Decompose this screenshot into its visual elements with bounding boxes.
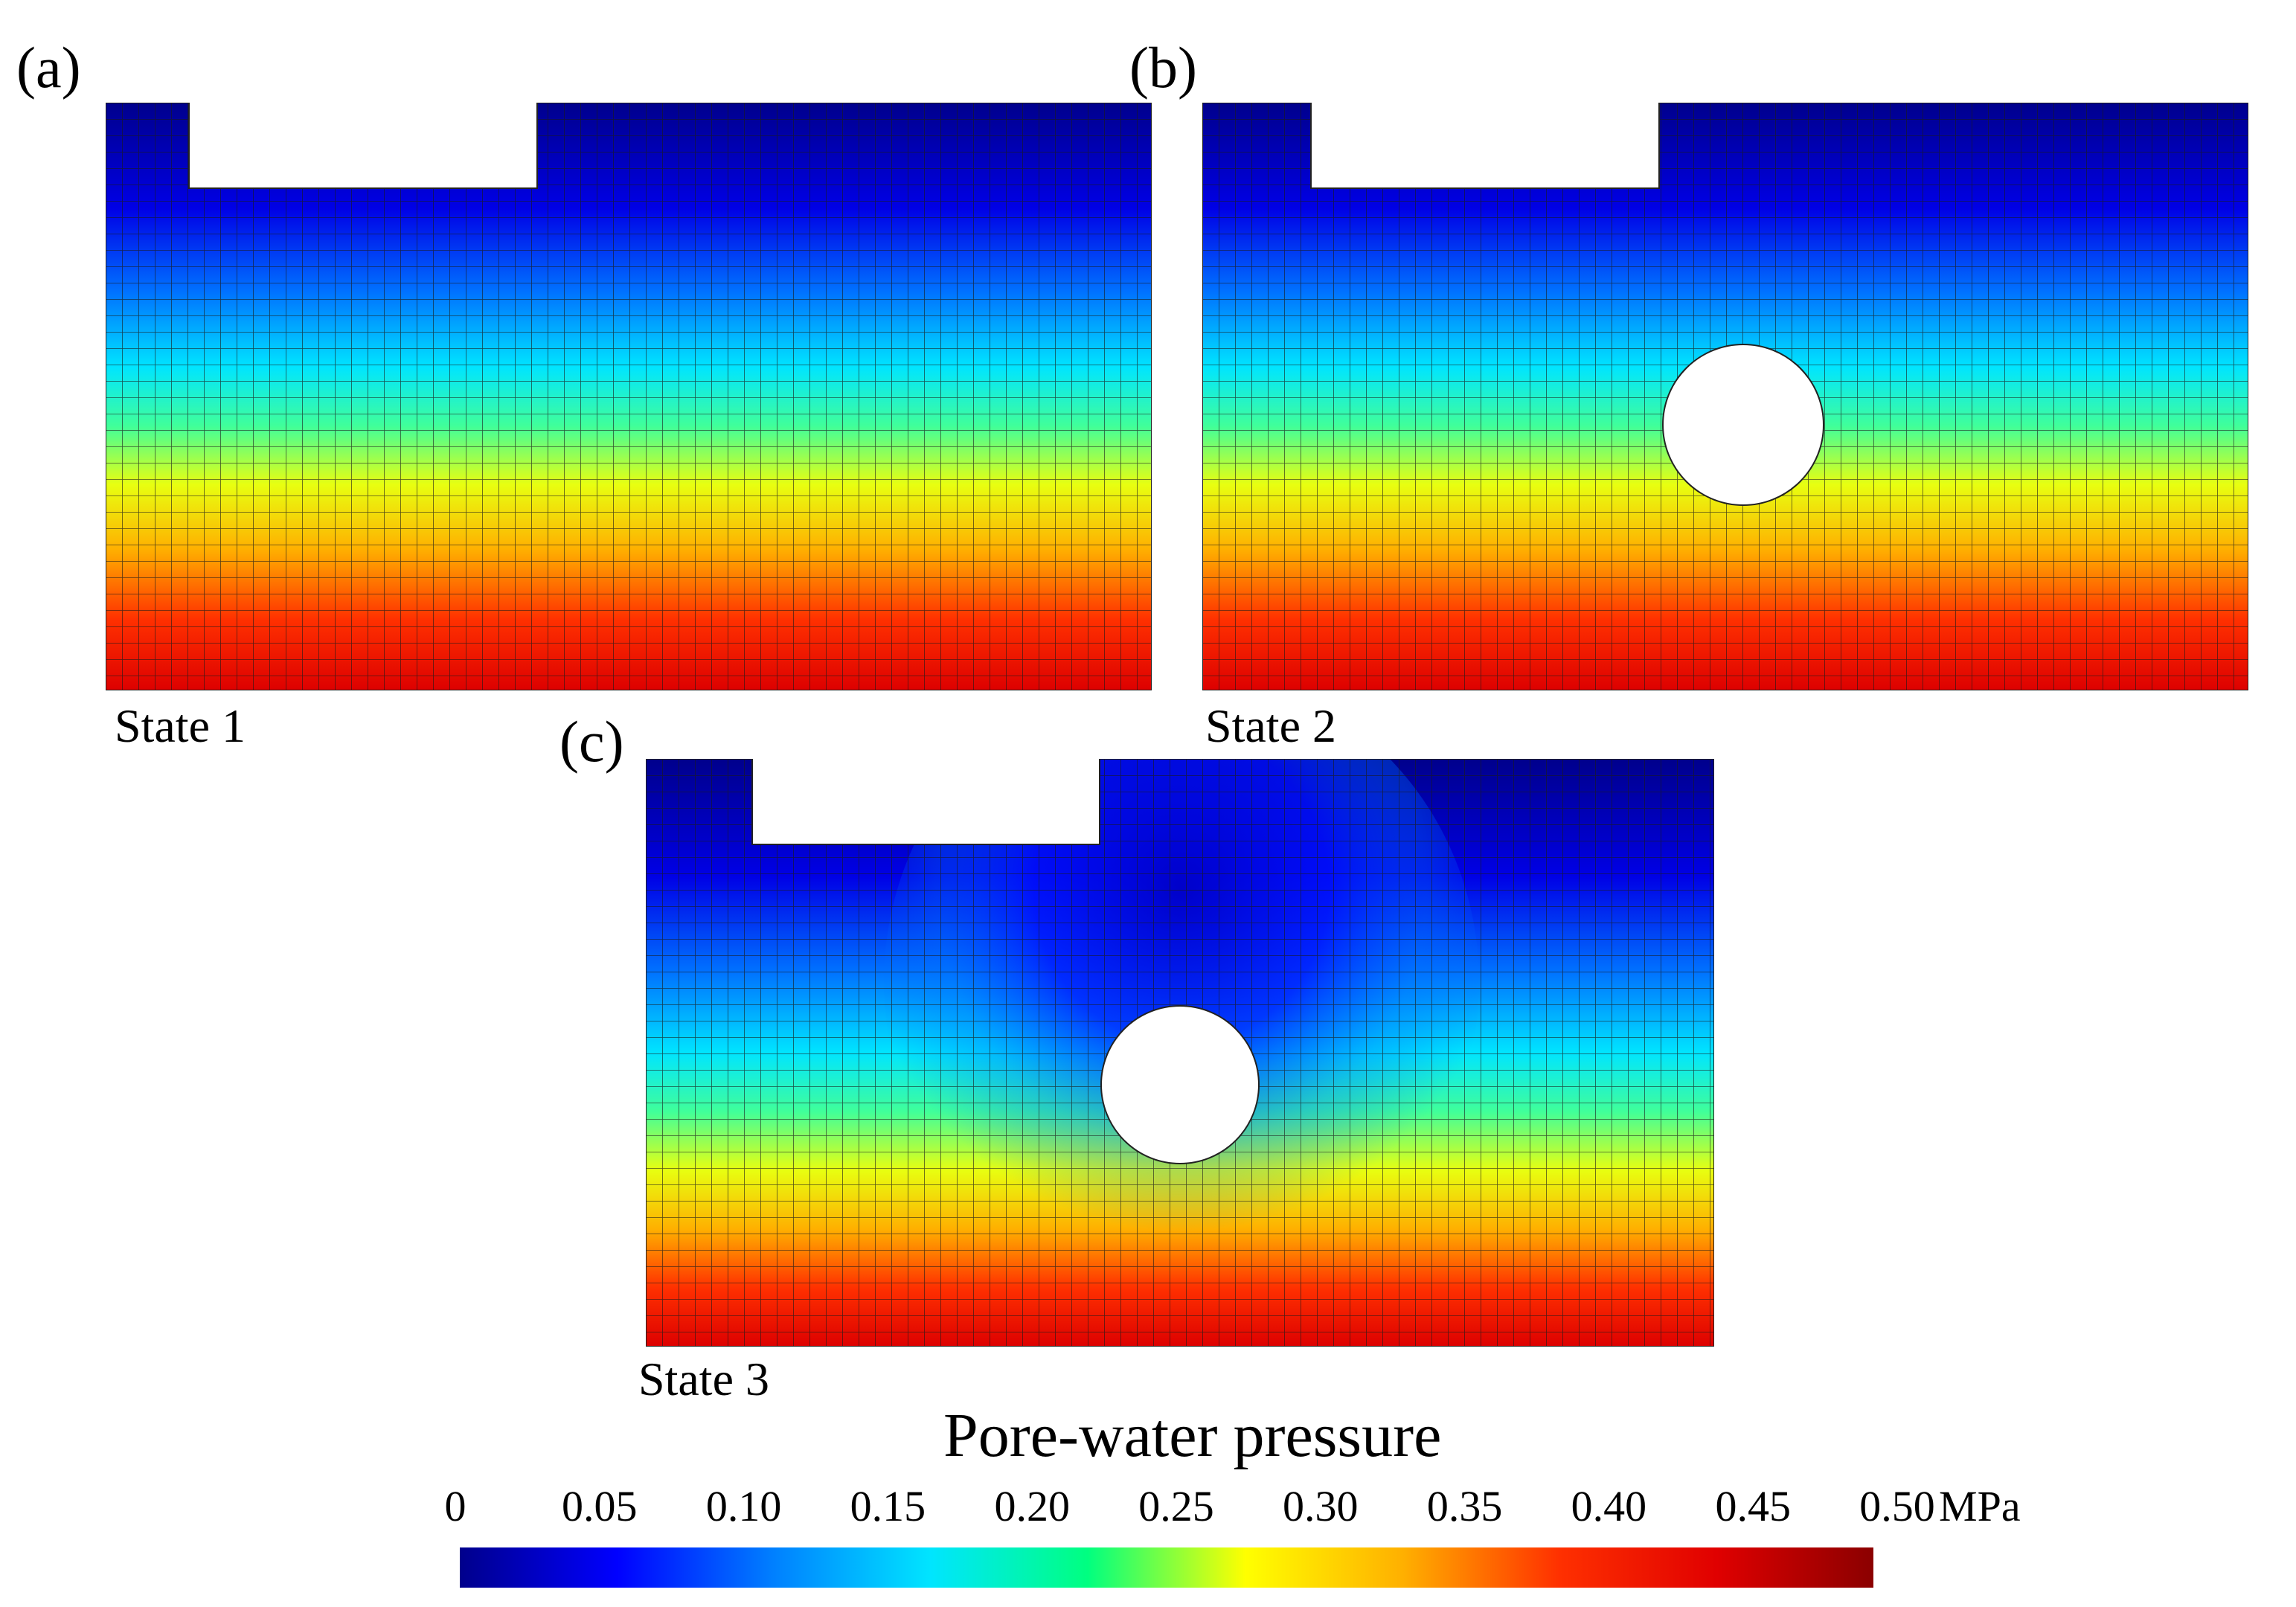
panel-c-contour-plot (646, 759, 1714, 1347)
panel-b-letter: (b) (1129, 35, 1197, 100)
panel-b-tunnel-opening (1662, 344, 1824, 506)
colorbar (460, 1547, 1873, 1588)
colorbar-tick-label: 0.45 (1715, 1482, 1791, 1530)
colorbar-tick-label: 0.05 (562, 1482, 638, 1530)
colorbar-tick-label: 0.40 (1571, 1482, 1647, 1530)
panel-c-tunnel-opening (1100, 1005, 1260, 1164)
colorbar-tick-label: 0.50 (1859, 1482, 1935, 1530)
colorbar-tick-label: 0.35 (1426, 1482, 1503, 1530)
colorbar-tick-label: 0.30 (1283, 1482, 1359, 1530)
colorbar-tick-label: 0.10 (705, 1482, 782, 1530)
colorbar-tick-label: 0.20 (994, 1482, 1070, 1530)
panel-a-letter: (a) (16, 35, 81, 100)
colorbar-title: Pore-water pressure (943, 1401, 1442, 1470)
panel-c-letter: (c) (559, 709, 624, 774)
panel-c-state-label: State 3 (638, 1353, 769, 1405)
colorbar-tick-label: 0 (444, 1482, 466, 1530)
colorbar-tick-label: 0.15 (850, 1482, 926, 1530)
panel-b-contour-plot (1202, 103, 2248, 690)
panel-a-state-label: State 1 (115, 699, 246, 752)
panel-b-state-label: State 2 (1205, 699, 1336, 752)
panel-a-contour-plot (106, 103, 1152, 690)
colorbar-tick-label: 0.25 (1138, 1482, 1214, 1530)
colorbar-unit: MPa (1939, 1482, 2021, 1530)
